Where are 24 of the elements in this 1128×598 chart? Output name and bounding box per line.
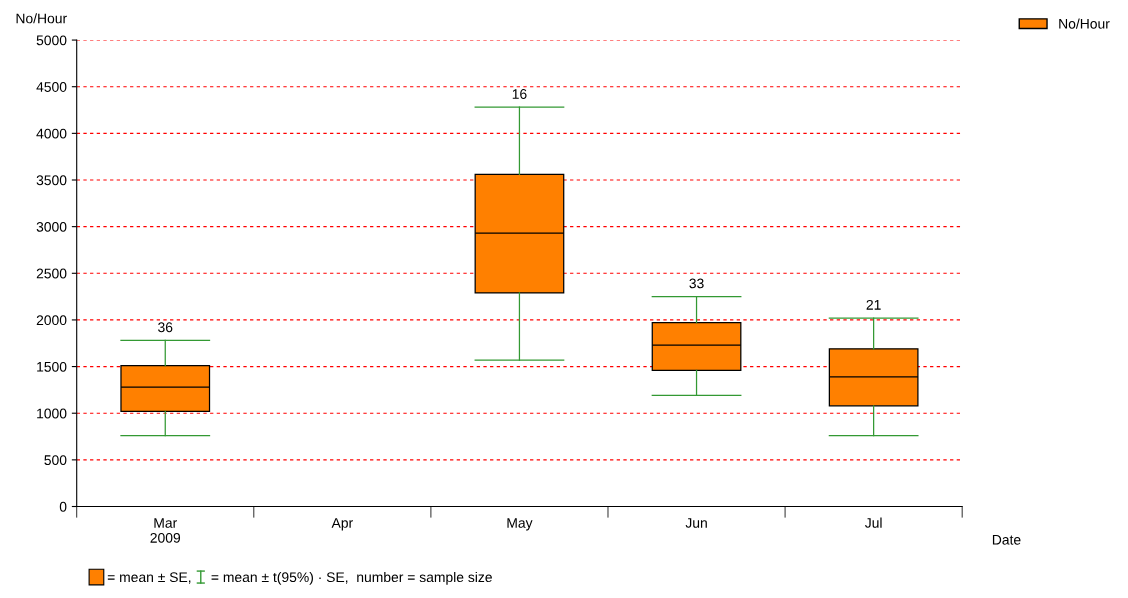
annotation: 21 — [866, 299, 881, 310]
x-axis-title: Date — [992, 535, 1021, 545]
x-tick-label: Mar 2009 — [150, 518, 181, 543]
y-tick-label: 500 — [44, 455, 67, 466]
text: = mean ± SE, = mean ± t(95%) · SE, number = sample size — [107, 571, 492, 585]
y-tick-label: 3000 — [36, 221, 67, 232]
y-tick-label: 1500 — [37, 361, 67, 372]
y-axis-title: No/Hour — [16, 13, 67, 24]
annotation: 33 — [689, 278, 704, 289]
annotation: 36 — [158, 322, 173, 333]
x-tick-label: May — [507, 518, 533, 531]
y-tick-label: 0 — [59, 501, 67, 512]
y-tick-label: 5000 — [36, 35, 67, 46]
y-tick-label: 3500 — [36, 175, 67, 186]
x-tick-label: Jun — [685, 518, 707, 528]
annotation: 16 — [512, 89, 527, 99]
x-tick-label: Apr — [331, 518, 353, 531]
y-tick-label: 1000 — [37, 408, 67, 419]
y-tick-label: 2000 — [36, 315, 67, 326]
y-tick-label: 2500 — [36, 268, 67, 279]
legend-label: No/Hour — [1059, 18, 1110, 29]
y-tick-label: 4500 — [36, 82, 67, 92]
y-tick-label: 4000 — [36, 128, 67, 139]
x-tick-label: Jul — [864, 517, 882, 528]
